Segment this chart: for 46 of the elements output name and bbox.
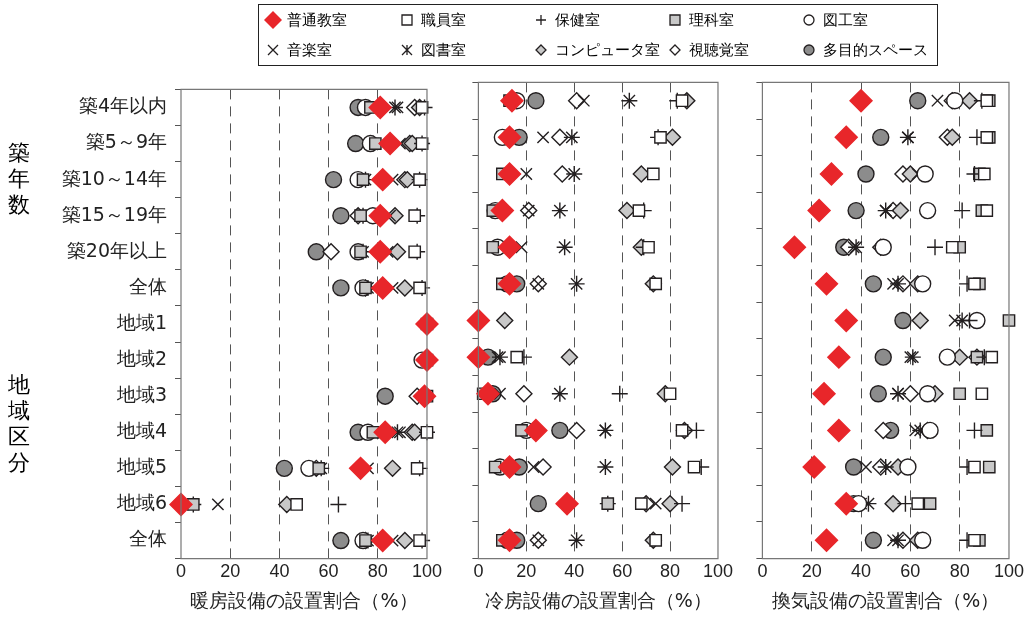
- x-tick-label: 80: [660, 561, 681, 582]
- x-tick-label: 40: [269, 561, 290, 582]
- x-tick-label: 80: [949, 561, 970, 582]
- y-tick-label: 地域3: [115, 383, 167, 406]
- x-axis-title: 冷房設備の設置割合（%）: [484, 588, 712, 611]
- y-tick-label: 全体: [129, 274, 167, 297]
- x-tick-label: 40: [851, 561, 872, 582]
- y-tick-label: 地域4: [115, 419, 167, 442]
- legend-label: 普通教室: [287, 10, 347, 30]
- y-tick-label: 築4年以内: [78, 94, 167, 117]
- y-tick-label: 築5～9年: [85, 130, 167, 153]
- x-tick-label: 20: [220, 561, 241, 582]
- legend-label: 保健室: [555, 10, 600, 30]
- text: 地域区分: [8, 372, 31, 476]
- x-tick-label: 20: [516, 561, 537, 582]
- x-tick-label: 100: [993, 561, 1025, 582]
- y-tick-label: 築20年以上: [66, 238, 167, 261]
- y-tick-label: 地域5: [115, 455, 167, 478]
- text: 築年数: [8, 140, 31, 218]
- y-tick-label: 築10～14年: [61, 166, 167, 189]
- legend-label: コンピュータ室: [555, 40, 660, 60]
- legend-label: 視聴覚室: [689, 40, 749, 60]
- legend-label: 音楽室: [287, 40, 332, 60]
- x-tick-label: 100: [702, 561, 734, 582]
- x-tick-label: 40: [564, 561, 585, 582]
- x-tick-label: 60: [900, 561, 921, 582]
- legend-label: 多目的スペース: [823, 40, 928, 60]
- y-tick-label: 地域2: [115, 347, 167, 370]
- legend-label: 図工室: [823, 10, 868, 30]
- x-tick-label: 0: [757, 561, 768, 582]
- x-tick-label: 60: [318, 561, 339, 582]
- y-tick-label: 地域1: [115, 310, 167, 333]
- x-axis-title: 暖房設備の設置割合（%）: [190, 588, 418, 611]
- x-tick-label: 20: [801, 561, 822, 582]
- x-tick-label: 0: [473, 561, 484, 582]
- x-tick-label: 60: [612, 561, 633, 582]
- x-tick-label: 80: [367, 561, 388, 582]
- y-tick-label: 築15～19年: [61, 202, 167, 225]
- x-tick-label: 0: [175, 561, 187, 582]
- legend-label: 図書室: [421, 40, 466, 60]
- y-tick-label: 地域6: [115, 491, 167, 514]
- y-tick-label: 全体: [129, 527, 167, 550]
- x-axis-title: 換気設備の設置割合（%）: [772, 588, 1000, 611]
- legend-label: 職員室: [421, 10, 466, 30]
- legend-label: 理科室: [689, 10, 734, 30]
- x-tick-label: 100: [411, 561, 443, 582]
